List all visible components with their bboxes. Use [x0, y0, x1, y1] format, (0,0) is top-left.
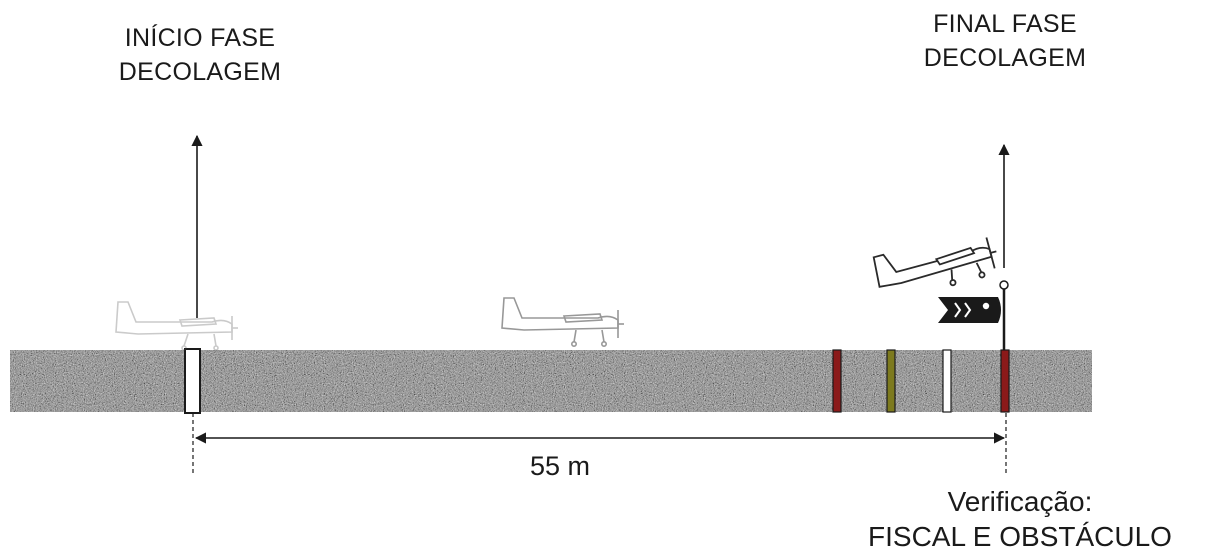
marker-final-red	[1000, 349, 1010, 413]
plane-start-icon	[115, 301, 238, 351]
windsock-icon	[938, 280, 1009, 350]
takeoff-end-label: FINAL FASE DECOLAGEM	[880, 8, 1130, 76]
marker-white	[942, 349, 952, 413]
start-label-line1: INÍCIO FASE	[124, 24, 276, 52]
plane-climb-icon	[872, 237, 997, 288]
marker-olive	[886, 349, 896, 413]
verify-label-line2: FISCAL E OBSTÁCULO	[868, 521, 1172, 552]
verification-label: Verificação: FISCAL E OBSTÁCULO	[830, 484, 1210, 554]
end-label-line2: DECOLAGEM	[923, 43, 1087, 72]
end-label-line1: FINAL FASE	[933, 10, 1077, 38]
runway	[10, 350, 1092, 412]
start-label-line2: DECOLAGEM	[118, 57, 282, 86]
marker-red	[832, 349, 842, 413]
distance-label: 55 m	[529, 451, 591, 481]
finish-markers	[832, 349, 1010, 413]
takeoff-start-label: INÍCIO FASE DECOLAGEM	[70, 22, 330, 90]
verify-label-line1: Verificação:	[947, 486, 1093, 517]
start-marker	[184, 348, 201, 414]
plane-mid-icon	[501, 297, 624, 347]
